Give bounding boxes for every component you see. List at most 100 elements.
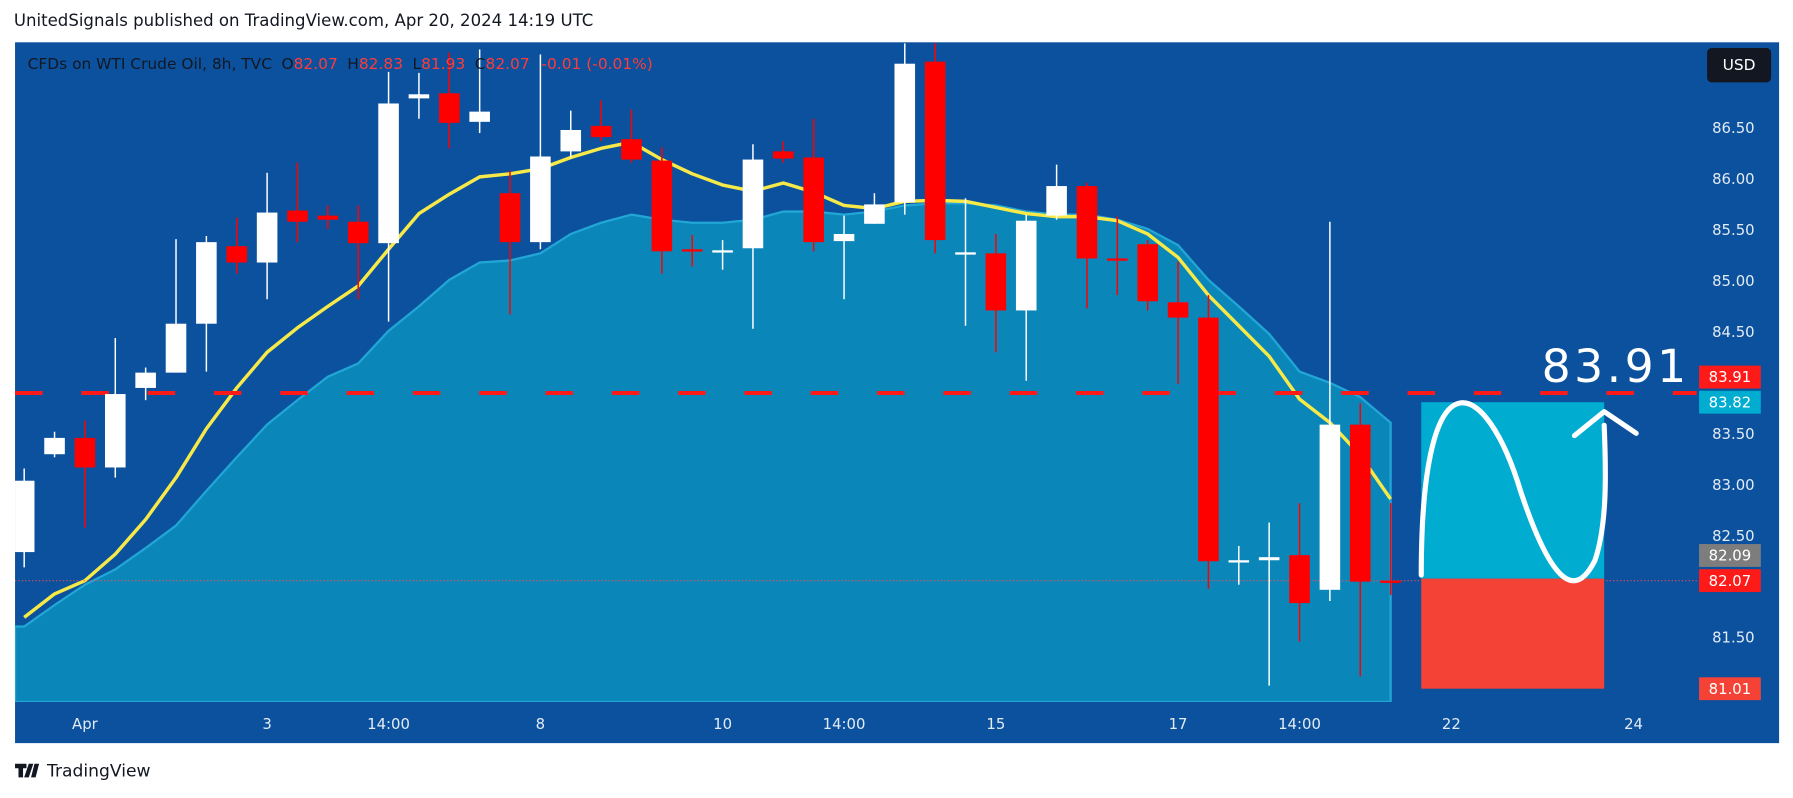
- price-tag-label: 82.07: [1709, 572, 1752, 590]
- currency-button-bg[interactable]: [1707, 48, 1772, 83]
- candle-body: [1046, 186, 1067, 216]
- price-tag-label: 83.91: [1709, 368, 1752, 386]
- candle-body: [773, 151, 794, 159]
- legend-value: 81.93: [421, 55, 465, 73]
- candle-body: [347, 221, 369, 244]
- candle-body: [1137, 244, 1158, 302]
- drawn-arrow: [1571, 409, 1639, 439]
- legend-label: O: [281, 55, 293, 73]
- candle-body: [955, 252, 976, 255]
- candle-body: [1107, 258, 1128, 261]
- brand-logo: TradingView: [15, 762, 151, 782]
- candle-body: [864, 204, 885, 224]
- x-tick-label: 22: [1442, 715, 1461, 733]
- price-tag-bg: [1699, 569, 1761, 593]
- x-tick-label: 3: [262, 715, 271, 733]
- candle-body: [621, 139, 642, 160]
- candle-body: [803, 157, 824, 243]
- candle-body: [681, 249, 703, 252]
- currency-label[interactable]: USD: [1723, 56, 1756, 74]
- candle-body: [833, 233, 855, 242]
- legend-value: 82.83: [359, 55, 403, 73]
- candle-body: [1198, 317, 1219, 562]
- x-tick-label: 14:00: [1278, 715, 1321, 733]
- price-tag-label: 82.09: [1709, 547, 1752, 565]
- candle-body: [44, 437, 65, 455]
- drawn-curve: [1418, 400, 1608, 584]
- candle-body: [1076, 186, 1098, 259]
- legend-label: H: [347, 55, 359, 73]
- chart-legend: CFDs on WTI Crude Oil, 8h, TVC O82.07 H8…: [28, 55, 653, 73]
- candle-body: [15, 480, 35, 553]
- price-tag-label: 83.82: [1709, 393, 1752, 411]
- axes: 81.50 82.50 83.00 83.50 84.50 85.00 85.50 86.00…: [72, 119, 1761, 733]
- candle-body: [439, 93, 460, 123]
- price-tag-bg: [1699, 365, 1761, 389]
- x-tick-label: 10: [713, 715, 732, 733]
- y-tick-label: 81.50: [1712, 629, 1755, 647]
- candle-body: [104, 394, 126, 468]
- legend-value: 82.07: [294, 55, 338, 73]
- candle-body: [1015, 220, 1037, 311]
- brand-name: TradingView: [46, 762, 150, 782]
- candle-body: [287, 210, 308, 222]
- candle-body: [590, 125, 612, 138]
- candle-body: [894, 63, 916, 203]
- area: [15, 202, 1392, 702]
- moving-average-line: [23, 140, 1393, 619]
- candle-body: [74, 437, 96, 468]
- legend-label: C: [475, 55, 486, 73]
- x-tick-label: 24: [1624, 715, 1643, 733]
- legend-change: -0.01 (-0.01%): [541, 55, 652, 73]
- y-tick-label: 86.50: [1712, 119, 1755, 137]
- candle-body: [985, 253, 1007, 311]
- x-tick-label: 8: [536, 715, 545, 733]
- candle-body: [135, 372, 156, 388]
- candle-body: [1380, 580, 1401, 583]
- candle-body: [469, 111, 490, 122]
- x-tick-label: 15: [986, 715, 1005, 733]
- candle-body: [1319, 424, 1341, 590]
- plot-area: [15, 43, 1697, 702]
- y-tick-label: 83.00: [1712, 476, 1755, 494]
- price-tag-label: 81.01: [1709, 680, 1752, 698]
- candle-body: [256, 212, 278, 263]
- legend-value: 82.07: [486, 55, 530, 73]
- candle-body: [1349, 424, 1371, 582]
- y-tick-label: 83.50: [1712, 425, 1755, 443]
- x-tick-label: 17: [1169, 715, 1188, 733]
- legend-label: L: [413, 55, 422, 73]
- candle-body: [560, 129, 582, 152]
- x-tick-label: 14:00: [367, 715, 410, 733]
- candle-body: [530, 156, 551, 243]
- logo-mark: [15, 763, 40, 778]
- candle-body: [1258, 557, 1280, 561]
- x-tick-label: Apr: [72, 715, 99, 733]
- symbol: CFDs on WTI Crude Oil, 8h, TVC: [28, 55, 272, 73]
- candle-body: [1289, 555, 1310, 604]
- price-tag-bg: [1699, 544, 1761, 567]
- header-title: UnitedSignals published on TradingView.c…: [14, 11, 593, 30]
- y-tick-label: 85.50: [1712, 221, 1755, 239]
- price-tag-bg: [1699, 390, 1761, 414]
- level-annotation: 83.91: [1542, 340, 1690, 393]
- y-tick-label: 82.50: [1712, 527, 1755, 545]
- candle-body: [165, 323, 187, 373]
- candle-body: [499, 193, 521, 243]
- x-tick-label: 14:00: [823, 715, 866, 733]
- y-tick-label: 84.50: [1712, 323, 1755, 341]
- candle-body: [651, 160, 673, 252]
- candle-body: [742, 159, 764, 249]
- candle-body: [924, 61, 946, 241]
- candle-body: [712, 250, 733, 253]
- position-loss-zone: [1421, 578, 1605, 689]
- currency-button[interactable]: USD: [1707, 48, 1772, 83]
- y-tick-label: 86.00: [1712, 170, 1755, 188]
- candle-body: [378, 103, 399, 244]
- candle-body: [226, 246, 248, 263]
- position-profit-zone: [1421, 402, 1605, 579]
- candle-body: [196, 242, 217, 324]
- y-tick-label: 85.00: [1712, 272, 1755, 290]
- price-tag-bg: [1699, 677, 1761, 701]
